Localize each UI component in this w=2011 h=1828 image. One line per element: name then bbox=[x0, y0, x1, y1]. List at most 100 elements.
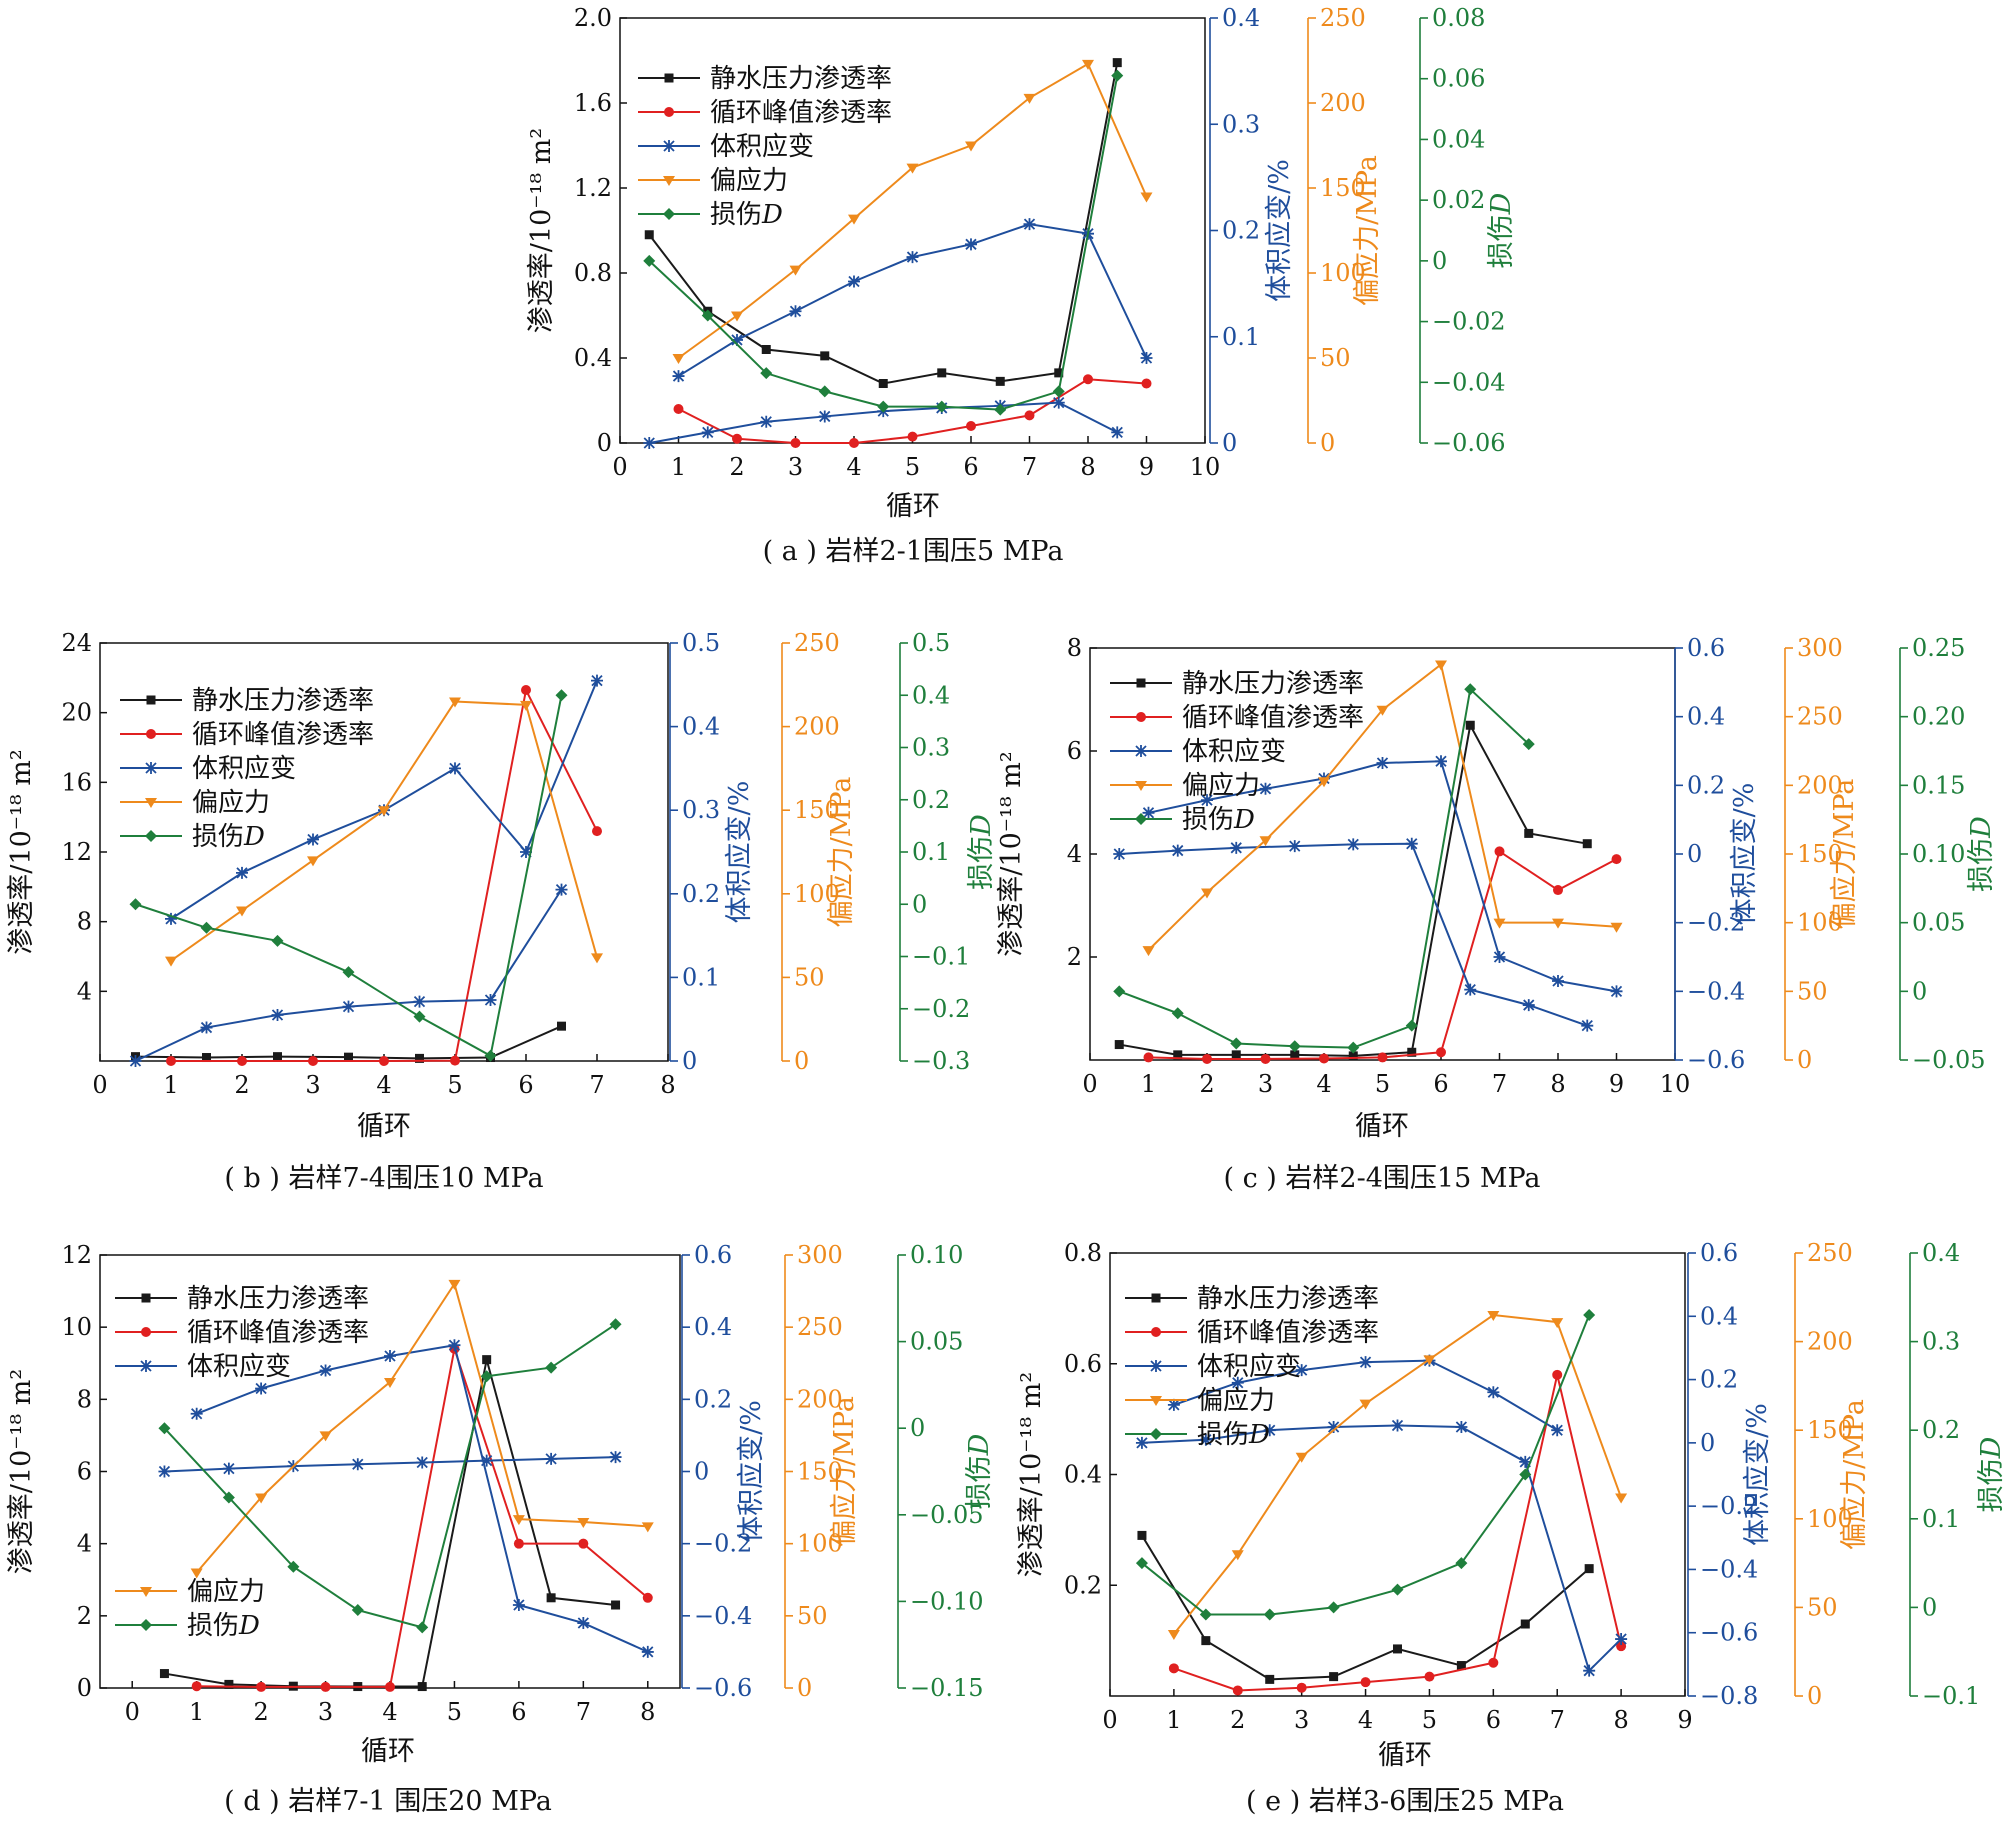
data-point-vstrain bbox=[818, 410, 831, 423]
strain-tick-label: −0.6 bbox=[694, 1674, 752, 1702]
strain-tick-label: 0.6 bbox=[1700, 1239, 1738, 1267]
chart-caption: ( e ) 岩样3-6围压25 MPa bbox=[1246, 1786, 1564, 1817]
x-axis-label: 循环 bbox=[361, 1736, 415, 1767]
data-point-damage bbox=[1288, 1040, 1301, 1053]
data-point-damage bbox=[222, 1491, 235, 1504]
data-point-static bbox=[1465, 720, 1475, 730]
data-point-vstrain bbox=[1347, 838, 1360, 851]
data-point-dev bbox=[1259, 836, 1272, 847]
x-tick-label: 4 bbox=[1358, 1706, 1373, 1734]
data-point-vstrain bbox=[1295, 1364, 1308, 1377]
data-point-vstrain bbox=[965, 238, 977, 251]
legend-label-peak: 循环峰值渗透率 bbox=[1182, 703, 1364, 733]
data-point-vstrain bbox=[480, 1454, 493, 1467]
perm-tick-label: 6 bbox=[1067, 737, 1082, 765]
data-point-vstrain bbox=[1359, 1356, 1372, 1369]
data-point-vstrain bbox=[1376, 757, 1389, 770]
data-point-static bbox=[1582, 839, 1592, 849]
perm-tick-label: 12 bbox=[61, 838, 92, 866]
series-vstrain bbox=[158, 1451, 622, 1478]
legend-marker-static bbox=[664, 73, 674, 83]
x-tick-label: 3 bbox=[1294, 1706, 1309, 1734]
data-point-damage bbox=[1522, 738, 1535, 751]
data-point-static bbox=[202, 1053, 211, 1063]
series-damage bbox=[1113, 683, 1535, 1054]
data-point-vstrain bbox=[906, 251, 919, 264]
data-point-dev bbox=[591, 953, 603, 964]
strain-tick-label: 0.4 bbox=[682, 713, 720, 741]
legend-marker-peak bbox=[664, 107, 674, 117]
data-point-vstrain bbox=[384, 1350, 396, 1363]
strain-tick-label: 0.2 bbox=[1687, 771, 1725, 799]
damage-axis-label: 损伤D bbox=[966, 814, 997, 890]
data-point-static bbox=[995, 376, 1005, 386]
data-point-static bbox=[1520, 1619, 1530, 1629]
data-point-peak bbox=[1319, 1053, 1329, 1064]
data-point-static bbox=[1524, 828, 1534, 838]
dev-tick-label: 50 bbox=[1320, 344, 1351, 372]
data-point-dev bbox=[1231, 1550, 1244, 1561]
data-point-dev bbox=[965, 141, 977, 152]
data-point-vstrain bbox=[1455, 1421, 1468, 1434]
x-tick-label: 2 bbox=[234, 1071, 249, 1099]
data-point-vstrain bbox=[1113, 848, 1126, 860]
damage-tick-label: 0.02 bbox=[1432, 186, 1485, 214]
data-point-vstrain bbox=[1464, 983, 1477, 996]
series-static bbox=[1114, 720, 1592, 1061]
x-tick-label: 4 bbox=[846, 453, 861, 481]
data-point-dev bbox=[1435, 660, 1447, 671]
data-point-vstrain bbox=[307, 833, 319, 846]
strain-tick-label: 0.4 bbox=[1700, 1302, 1738, 1330]
data-point-vstrain bbox=[1140, 352, 1153, 364]
strain-tick-label: 0.1 bbox=[682, 963, 720, 991]
legend-marker-static bbox=[146, 695, 156, 705]
strain-tick-label: 0.6 bbox=[694, 1241, 732, 1269]
data-point-peak bbox=[1143, 1052, 1154, 1063]
perm-tick-label: 6 bbox=[77, 1458, 92, 1486]
perm-tick-label: 4 bbox=[1067, 840, 1082, 868]
data-point-dev bbox=[165, 956, 177, 967]
series-dev bbox=[165, 697, 603, 967]
legend-marker-dev bbox=[663, 176, 675, 186]
x-tick-label: 1 bbox=[189, 1698, 204, 1726]
data-point-dev bbox=[190, 1568, 203, 1579]
legend-label-damage: 损伤D bbox=[1182, 805, 1255, 835]
damage-tick-label: 0.05 bbox=[1912, 909, 1965, 937]
legend-marker-vstrain bbox=[1150, 1360, 1162, 1372]
data-point-vstrain bbox=[1551, 1424, 1564, 1437]
data-point-peak bbox=[1168, 1663, 1179, 1674]
data-point-peak bbox=[1552, 1369, 1563, 1380]
data-point-dev bbox=[1551, 1318, 1564, 1329]
data-point-dev bbox=[1167, 1629, 1180, 1640]
data-point-vstrain bbox=[643, 437, 656, 449]
dev-tick-label: 200 bbox=[794, 713, 840, 741]
data-point-peak bbox=[237, 1056, 247, 1066]
series-damage bbox=[158, 1318, 622, 1634]
data-point-damage bbox=[287, 1560, 300, 1573]
legend-label-vstrain: 体积应变 bbox=[187, 1352, 291, 1382]
data-point-vstrain bbox=[1111, 426, 1124, 439]
strain-tick-label: −0.6 bbox=[1700, 1619, 1758, 1647]
perm-tick-label: 0.2 bbox=[1064, 1571, 1102, 1599]
data-point-dev bbox=[1023, 93, 1036, 104]
data-point-vstrain bbox=[1583, 1664, 1596, 1677]
perm-axis-label: 渗透率/10⁻¹⁸ m² bbox=[526, 128, 557, 333]
x-tick-label: 5 bbox=[447, 1698, 462, 1726]
dev-tick-label: 250 bbox=[1807, 1239, 1853, 1267]
damage-tick-label: 0.06 bbox=[1432, 65, 1485, 93]
data-point-damage bbox=[1230, 1037, 1243, 1050]
data-point-peak bbox=[966, 421, 976, 431]
x-tick-label: 1 bbox=[1166, 1706, 1181, 1734]
data-point-dev bbox=[512, 1515, 525, 1526]
x-tick-label: 0 bbox=[92, 1071, 107, 1099]
data-point-dev bbox=[1201, 888, 1213, 899]
legend-label-static: 静水压力渗透率 bbox=[1197, 1284, 1379, 1314]
data-point-vstrain bbox=[413, 995, 426, 1008]
legend-label-static: 静水压力渗透率 bbox=[710, 64, 892, 94]
damage-tick-label: 0 bbox=[912, 890, 927, 918]
x-tick-label: 1 bbox=[163, 1071, 178, 1099]
data-point-vstrain bbox=[1519, 1455, 1532, 1468]
perm-tick-label: 4 bbox=[77, 977, 92, 1005]
series-static bbox=[1137, 1530, 1594, 1684]
